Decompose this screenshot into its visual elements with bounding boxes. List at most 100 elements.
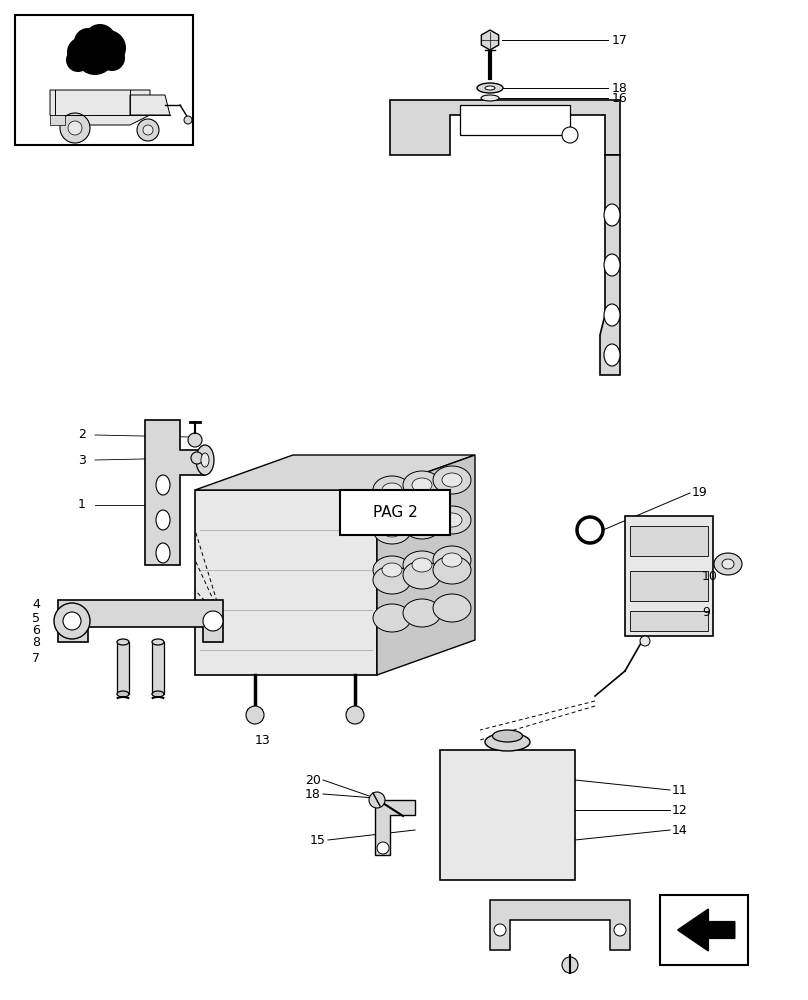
Circle shape [640,636,650,646]
Ellipse shape [117,639,129,645]
Text: 17: 17 [612,33,628,46]
Bar [625,516,713,636]
Ellipse shape [442,473,462,487]
Polygon shape [377,455,475,675]
Circle shape [90,30,126,66]
Circle shape [67,37,97,67]
Circle shape [143,125,153,135]
Ellipse shape [403,471,441,499]
Polygon shape [600,155,620,375]
Bar [660,895,748,965]
Circle shape [377,842,389,854]
Text: 5: 5 [32,611,40,624]
Circle shape [54,603,90,639]
Ellipse shape [412,478,432,492]
Circle shape [614,924,626,936]
Circle shape [188,433,202,447]
Circle shape [562,127,578,143]
Polygon shape [50,90,150,125]
Text: 7: 7 [32,652,40,664]
Text: PAG 2: PAG 2 [372,505,418,520]
Circle shape [66,48,90,72]
Circle shape [246,706,264,724]
Bar [630,526,708,556]
Ellipse shape [604,254,620,276]
Ellipse shape [403,561,441,589]
Ellipse shape [722,559,734,569]
Text: 3: 3 [78,454,86,466]
Ellipse shape [382,523,402,537]
Ellipse shape [433,506,471,534]
Ellipse shape [117,691,129,697]
Polygon shape [195,455,475,490]
Circle shape [346,706,364,724]
Circle shape [75,35,115,75]
Ellipse shape [604,304,620,326]
Bar [15,15,193,145]
Polygon shape [390,100,620,155]
Ellipse shape [152,691,164,697]
Ellipse shape [604,344,620,366]
Ellipse shape [433,594,471,622]
Polygon shape [195,490,377,675]
Text: 6: 6 [32,624,40,637]
Ellipse shape [156,510,170,530]
Ellipse shape [196,445,214,475]
Circle shape [68,121,82,135]
Ellipse shape [442,513,462,527]
Ellipse shape [433,466,471,494]
Ellipse shape [382,563,402,577]
Text: 20: 20 [305,774,321,786]
Bar [440,750,575,880]
Bar [630,611,708,631]
Ellipse shape [373,566,411,594]
Circle shape [137,119,159,141]
Polygon shape [145,420,205,565]
Polygon shape [58,600,223,642]
Polygon shape [490,900,630,950]
Text: 18: 18 [612,82,628,95]
Bar [117,642,129,694]
Circle shape [191,452,203,464]
Polygon shape [678,909,734,951]
Circle shape [184,116,192,124]
Polygon shape [482,30,499,50]
Circle shape [99,45,125,71]
Ellipse shape [382,483,402,497]
Ellipse shape [403,599,441,627]
Ellipse shape [373,476,411,504]
Text: 2: 2 [78,428,86,442]
Text: 10: 10 [702,570,718,582]
Bar [460,105,570,135]
Polygon shape [375,800,415,855]
Polygon shape [130,95,170,115]
Bar [152,642,164,694]
Text: 9: 9 [702,605,710,618]
Circle shape [60,113,90,143]
Circle shape [494,924,506,936]
Circle shape [369,792,385,808]
Ellipse shape [481,95,499,101]
Text: 16: 16 [612,92,628,104]
Text: 15: 15 [310,834,326,846]
Ellipse shape [373,556,411,584]
Text: 14: 14 [672,824,688,836]
Ellipse shape [493,730,523,742]
Ellipse shape [373,516,411,544]
Ellipse shape [433,556,471,584]
Text: 18: 18 [305,788,321,800]
Ellipse shape [403,511,441,539]
Circle shape [84,24,116,56]
Ellipse shape [433,546,471,574]
Text: 11: 11 [672,784,688,796]
Ellipse shape [412,558,432,572]
Ellipse shape [477,83,503,93]
Ellipse shape [442,553,462,567]
Circle shape [203,611,223,631]
Text: 13: 13 [255,734,271,746]
Text: 4: 4 [32,598,40,611]
Ellipse shape [412,518,432,532]
Bar [630,571,708,601]
Ellipse shape [152,639,164,645]
Ellipse shape [604,204,620,226]
